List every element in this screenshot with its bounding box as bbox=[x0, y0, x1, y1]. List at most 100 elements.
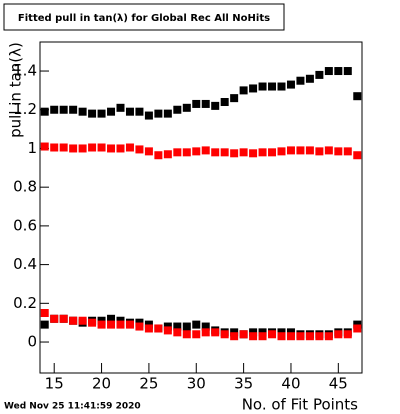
y-axis-title: pull in tan(λ) bbox=[7, 42, 25, 138]
marker bbox=[163, 109, 172, 118]
marker bbox=[135, 145, 144, 154]
marker bbox=[50, 105, 59, 114]
marker bbox=[249, 149, 258, 158]
marker bbox=[192, 99, 201, 108]
marker bbox=[334, 67, 343, 76]
marker bbox=[69, 105, 78, 114]
x-tick-label: 30 bbox=[187, 375, 206, 393]
marker bbox=[277, 147, 286, 156]
y-tick-label: 0.2 bbox=[13, 294, 37, 312]
marker bbox=[135, 107, 144, 116]
y-tick-label: 0.8 bbox=[13, 178, 37, 196]
marker bbox=[78, 144, 87, 153]
marker bbox=[173, 105, 182, 114]
marker bbox=[324, 67, 333, 76]
marker bbox=[343, 147, 352, 156]
marker bbox=[249, 332, 258, 341]
marker bbox=[305, 332, 314, 341]
x-axis-title: No. of Fit Points bbox=[242, 396, 358, 414]
marker bbox=[296, 332, 305, 341]
y-tick-label: 1 bbox=[27, 139, 37, 157]
x-tick-label: 20 bbox=[92, 375, 111, 393]
marker bbox=[211, 101, 220, 110]
marker bbox=[78, 107, 87, 116]
marker bbox=[107, 320, 116, 329]
marker bbox=[353, 324, 362, 333]
marker bbox=[353, 151, 362, 160]
marker bbox=[324, 332, 333, 341]
marker bbox=[334, 330, 343, 339]
marker bbox=[59, 314, 68, 323]
y-tick-label: 0.4 bbox=[13, 255, 37, 273]
marker bbox=[192, 330, 201, 339]
marker bbox=[144, 324, 153, 333]
y-tick-label: 0.6 bbox=[13, 216, 37, 234]
marker bbox=[277, 332, 286, 341]
marker bbox=[268, 82, 277, 91]
marker bbox=[353, 92, 362, 101]
title-box bbox=[3, 3, 285, 31]
marker bbox=[315, 147, 324, 156]
marker bbox=[59, 143, 68, 152]
marker bbox=[192, 320, 201, 329]
marker bbox=[107, 144, 116, 153]
marker bbox=[324, 146, 333, 155]
marker bbox=[97, 320, 106, 329]
marker bbox=[182, 148, 191, 157]
marker bbox=[211, 148, 220, 157]
marker bbox=[116, 320, 125, 329]
marker bbox=[220, 148, 229, 157]
marker bbox=[230, 94, 239, 103]
marker bbox=[211, 328, 220, 337]
marker bbox=[59, 105, 68, 114]
marker bbox=[239, 330, 248, 339]
marker bbox=[201, 322, 210, 331]
marker bbox=[69, 316, 78, 325]
x-tick-label: 35 bbox=[234, 375, 253, 393]
marker bbox=[277, 82, 286, 91]
marker bbox=[305, 146, 314, 155]
marker bbox=[201, 99, 210, 108]
marker bbox=[230, 332, 239, 341]
marker bbox=[296, 76, 305, 85]
marker bbox=[182, 330, 191, 339]
marker bbox=[78, 316, 87, 325]
marker bbox=[268, 148, 277, 157]
marker bbox=[135, 322, 144, 331]
marker bbox=[50, 314, 59, 323]
marker bbox=[154, 324, 163, 333]
marker bbox=[40, 107, 49, 116]
x-tick-label: 40 bbox=[281, 375, 300, 393]
marker bbox=[296, 146, 305, 155]
marker bbox=[97, 109, 106, 118]
chart-title: Fitted pull in tan(λ) for Global Rec All… bbox=[18, 13, 270, 24]
marker bbox=[220, 98, 229, 107]
marker bbox=[144, 111, 153, 120]
footer: Wed Nov 25 11:41:59 2020 bbox=[4, 402, 141, 412]
marker bbox=[125, 143, 134, 152]
plot-frame bbox=[39, 41, 363, 374]
marker bbox=[258, 82, 267, 91]
marker bbox=[163, 150, 172, 159]
marker bbox=[40, 142, 49, 151]
marker bbox=[163, 326, 172, 335]
marker bbox=[88, 143, 97, 152]
marker bbox=[258, 148, 267, 157]
marker bbox=[107, 314, 116, 323]
marker bbox=[239, 148, 248, 157]
y-tick-label: 0 bbox=[27, 333, 37, 351]
marker bbox=[182, 322, 191, 331]
marker bbox=[50, 143, 59, 152]
marker bbox=[201, 328, 210, 337]
marker bbox=[173, 328, 182, 337]
marker bbox=[88, 318, 97, 327]
marker bbox=[69, 144, 78, 153]
x-tick-label: 25 bbox=[139, 375, 158, 393]
marker bbox=[258, 332, 267, 341]
marker bbox=[154, 151, 163, 160]
marker bbox=[40, 320, 49, 329]
marker bbox=[144, 147, 153, 156]
marker bbox=[286, 146, 295, 155]
marker bbox=[192, 147, 201, 156]
